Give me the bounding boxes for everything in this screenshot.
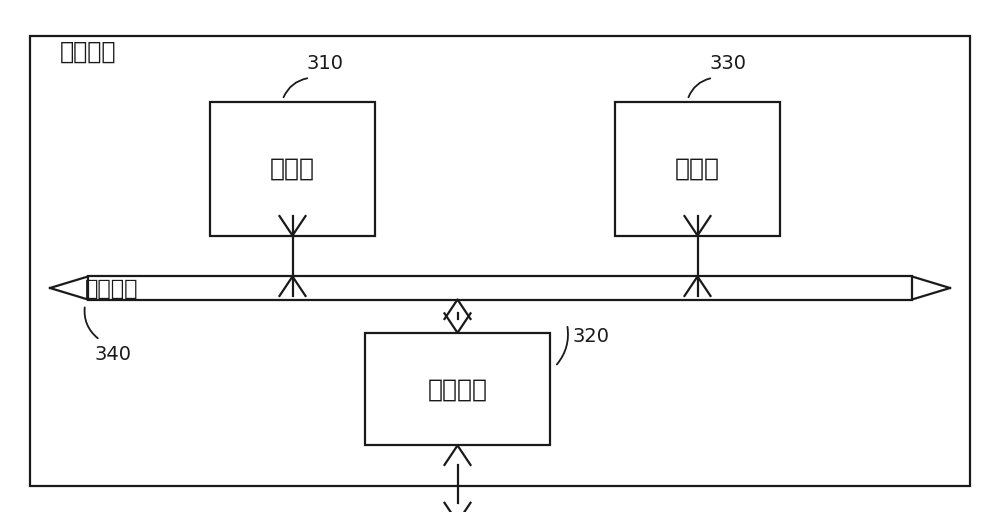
- Text: 电子设备: 电子设备: [60, 40, 116, 64]
- Text: 通信接口: 通信接口: [428, 377, 488, 401]
- Text: 存储器: 存储器: [675, 157, 720, 181]
- Text: 340: 340: [95, 345, 132, 364]
- Bar: [615, 102, 780, 236]
- Text: 320: 320: [572, 327, 609, 346]
- Bar: [210, 102, 375, 236]
- Bar: [30, 36, 970, 486]
- Text: 处理器: 处理器: [270, 157, 315, 181]
- Text: 310: 310: [306, 54, 344, 73]
- Text: 通信总线: 通信总线: [85, 279, 138, 300]
- Bar: [365, 333, 550, 445]
- Text: 330: 330: [710, 54, 746, 73]
